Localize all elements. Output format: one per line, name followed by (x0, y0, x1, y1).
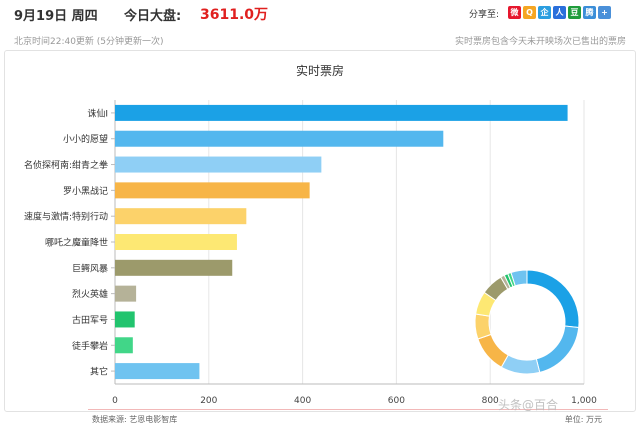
footer-divider (88, 409, 608, 410)
more-share-icon[interactable]: + (598, 6, 611, 19)
x-tick-label: 0 (112, 396, 118, 406)
update-time: 北京时间22:40更新 (5分钟更新一次) (14, 37, 164, 47)
donut-slice[interactable] (474, 313, 492, 340)
share-label: 分享至: (469, 10, 500, 20)
total-box-office-label: 今日大盘: (124, 9, 182, 24)
category-label: 名侦探柯南:绀青之拳 (24, 159, 108, 171)
category-label: 速度与激情:特别行动 (24, 211, 108, 223)
total-box-office-value: 3611.0万 (200, 7, 269, 23)
x-tick-label: 200 (200, 396, 217, 406)
donut-slice[interactable] (510, 269, 528, 287)
x-tick-label: 400 (294, 396, 311, 406)
category-label: 巨鳄风暴 (72, 262, 108, 274)
renren-icon[interactable]: 人 (553, 6, 566, 19)
bar[interactable] (115, 182, 310, 199)
date-label: 9月19日 周四 (14, 9, 98, 24)
chart-title: 实时票房 (295, 64, 344, 78)
douban-icon[interactable]: 豆 (568, 6, 581, 19)
bar[interactable] (115, 259, 233, 276)
bar[interactable] (115, 234, 237, 250)
category-label: 小小的愿望 (63, 133, 108, 145)
weibo-icon[interactable]: 微 (508, 6, 521, 19)
category-label: 哪吒之魔童降世 (45, 237, 108, 249)
bar[interactable] (115, 156, 322, 173)
bar[interactable] (115, 363, 200, 380)
qzone-icon[interactable]: Q (523, 6, 536, 19)
top-bar: 9月19日 周四 今日大盘: 3611.0万 分享至: 微 Q 企 人 豆 腾 … (0, 0, 640, 28)
bar[interactable] (115, 130, 444, 147)
category-label: 罗小黑战记 (63, 186, 108, 197)
donut-slice[interactable] (526, 269, 580, 329)
category-label: 其它 (90, 366, 108, 378)
donut-slice[interactable] (477, 333, 509, 368)
category-label: 古田军号 (72, 314, 108, 326)
x-tick-label: 600 (388, 396, 405, 406)
bar[interactable] (115, 337, 133, 354)
box-office-note: 实时票房包含今天未开映场次已售出的票房 (454, 37, 626, 47)
category-label: 诛仙Ⅰ (87, 107, 108, 119)
share-icons: 微 Q 企 人 豆 腾 + (508, 6, 611, 19)
unit-label: 单位: 万元 (564, 415, 602, 424)
bar[interactable] (115, 104, 568, 121)
watermark: 头条@百合 (498, 398, 559, 412)
bar[interactable] (115, 311, 135, 328)
x-tick-label: 800 (482, 396, 499, 406)
x-tick-label: 1,000 (571, 396, 597, 406)
tencent-weibo-icon[interactable]: 腾 (583, 6, 596, 19)
qq-icon[interactable]: 企 (538, 6, 551, 19)
data-source: 数据来源: 艺恩电影智库 (92, 415, 178, 424)
bar[interactable] (115, 208, 247, 225)
bar[interactable] (115, 285, 137, 302)
category-label: 烈火英雄 (72, 288, 108, 300)
category-label: 徒手攀岩 (72, 340, 108, 352)
donut-slice[interactable] (535, 325, 580, 374)
